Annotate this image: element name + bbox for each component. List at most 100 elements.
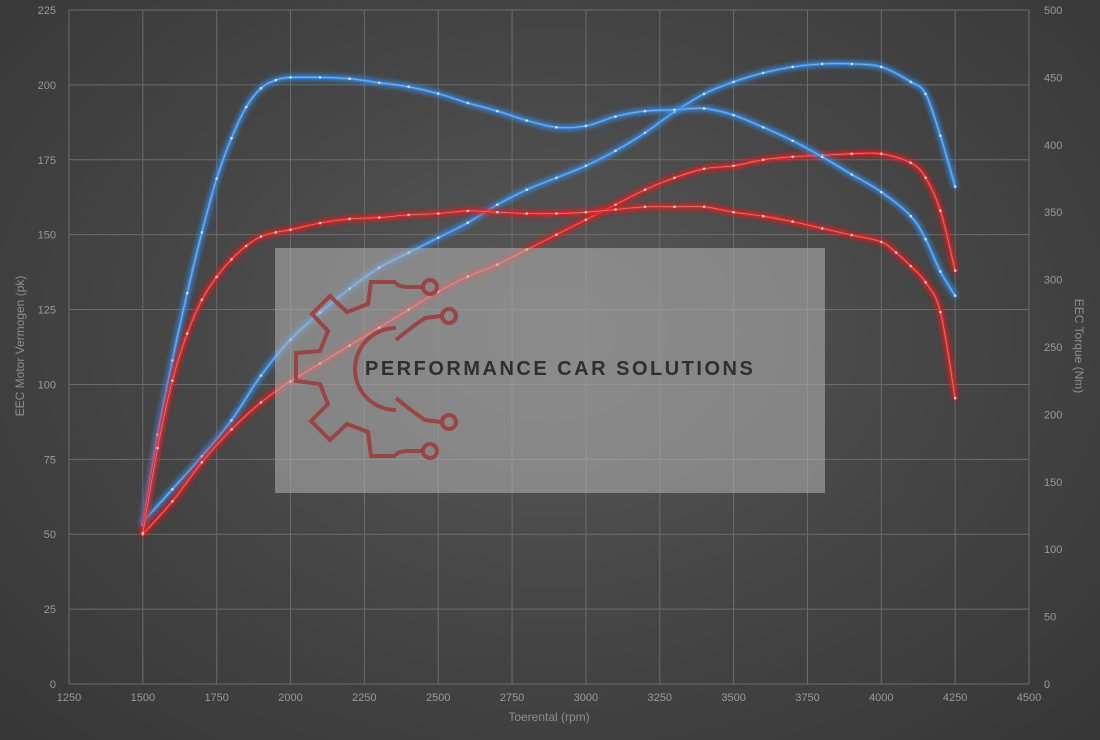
data-point (880, 190, 883, 194)
data-point (259, 401, 263, 404)
data-point (614, 208, 617, 211)
data-point (377, 216, 381, 219)
y-axis-left-title: EEC Motor Vermogen (pk) (13, 276, 27, 417)
data-point (259, 86, 263, 90)
data-point (377, 81, 381, 85)
y-axis-right-title: EEC Torque (Nm) (1072, 299, 1086, 393)
series-line (141, 75, 957, 527)
data-point (185, 291, 189, 295)
y-right-tick-label: 100 (1044, 544, 1062, 556)
data-point (702, 205, 706, 209)
data-point (289, 228, 292, 231)
data-point (200, 298, 204, 302)
data-point (614, 115, 617, 118)
data-point (894, 251, 898, 254)
data-point (732, 164, 735, 168)
series-line-highlight (142, 206, 956, 534)
data-point (820, 155, 824, 159)
data-point (348, 77, 351, 80)
series-line-highlight (142, 76, 956, 525)
data-point (643, 188, 647, 191)
data-point (732, 80, 735, 84)
x-tick-label: 1750 (204, 692, 228, 704)
data-point (909, 264, 913, 268)
data-point (939, 310, 942, 314)
y-left-tick-label: 150 (38, 230, 56, 242)
data-point (259, 374, 263, 377)
data-point (761, 158, 765, 162)
data-point (614, 203, 617, 206)
y-left-tick-label: 0 (50, 679, 56, 691)
data-point (555, 233, 558, 236)
data-point (820, 62, 824, 66)
data-point (939, 134, 942, 138)
series-2 (141, 75, 957, 527)
data-point (924, 176, 927, 180)
data-point (953, 396, 957, 400)
data-point (673, 110, 676, 114)
data-point (555, 126, 558, 129)
y-right-tick-label: 150 (1044, 477, 1062, 489)
data-point (156, 446, 159, 450)
x-tick-label: 3000 (574, 692, 598, 704)
y-left-tick-label: 50 (44, 529, 56, 541)
data-point (791, 65, 794, 69)
data-point (230, 258, 233, 261)
y-right-tick-label: 0 (1044, 679, 1050, 691)
x-tick-label: 3750 (795, 692, 819, 704)
data-point (156, 433, 159, 436)
y-left-tick-label: 100 (38, 379, 56, 391)
data-point (555, 212, 558, 215)
x-tick-label: 2000 (278, 692, 302, 704)
data-point (909, 80, 913, 84)
data-point (230, 419, 233, 422)
y-left-tick-label: 175 (38, 155, 56, 167)
data-point (525, 119, 529, 122)
y-right-tick-label: 50 (1044, 612, 1056, 624)
x-tick-label: 2500 (426, 692, 450, 704)
data-point (555, 176, 558, 180)
data-point (200, 455, 204, 458)
data-point (702, 107, 706, 110)
data-point (496, 210, 499, 214)
x-tick-label: 3250 (648, 692, 672, 704)
data-point (880, 240, 883, 244)
data-point (850, 233, 854, 237)
y-left-tick-label: 200 (38, 80, 56, 92)
data-point (436, 236, 440, 239)
data-point (584, 218, 588, 221)
data-point (953, 185, 957, 188)
data-point (200, 461, 204, 464)
data-point (953, 269, 957, 272)
data-point (230, 136, 233, 140)
data-point (909, 214, 913, 218)
data-point (244, 105, 248, 109)
data-point (230, 428, 233, 431)
data-point (939, 270, 942, 273)
y-right-tick-label: 250 (1044, 342, 1062, 354)
x-tick-label: 4500 (1017, 692, 1041, 704)
watermark: PERFORMANCE CAR SOLUTIONS (275, 248, 825, 493)
data-point (850, 62, 854, 66)
y-right-tick-label: 350 (1044, 207, 1062, 219)
series-3 (141, 205, 957, 535)
y-left-tick-label: 225 (38, 5, 56, 17)
data-point (643, 131, 647, 135)
y-right-tick-label: 450 (1044, 72, 1062, 84)
data-point (318, 76, 322, 79)
data-point (274, 231, 278, 234)
data-point (761, 71, 765, 75)
data-point (185, 332, 189, 335)
data-point (880, 152, 883, 156)
data-point (643, 205, 647, 209)
y-left-tick-label: 125 (38, 305, 56, 317)
x-tick-label: 1500 (131, 692, 155, 704)
data-point (614, 149, 617, 153)
watermark-text: PERFORMANCE CAR SOLUTIONS (365, 358, 755, 380)
data-point (289, 76, 292, 79)
x-tick-label: 3500 (721, 692, 745, 704)
data-point (407, 213, 411, 217)
data-point (466, 221, 470, 224)
data-point (820, 227, 824, 230)
data-point (584, 164, 588, 168)
